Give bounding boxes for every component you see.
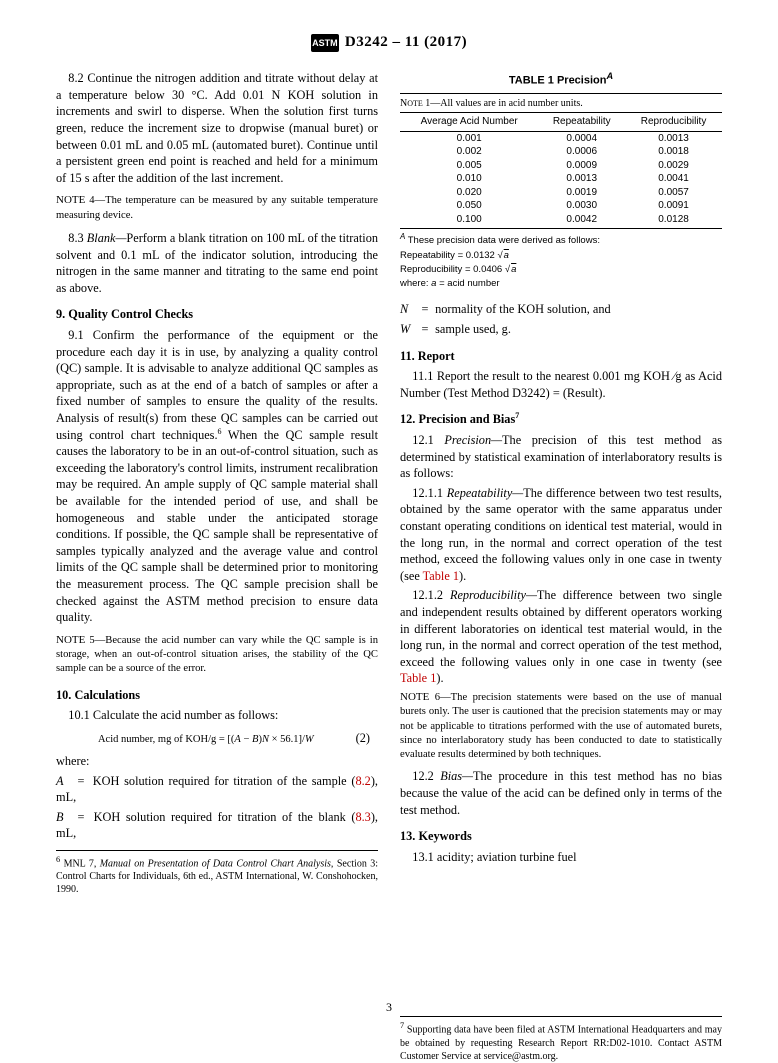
table-row: 0.0010.00040.0013 [400, 131, 722, 145]
col-repro: Reproducibility [625, 113, 722, 132]
precision-table: Average Acid Number Repeatability Reprod… [400, 112, 722, 229]
table-row: 0.0020.00060.0018 [400, 145, 722, 159]
para-9-1: 9.1 Confirm the performance of the equip… [56, 327, 378, 626]
table-row: 0.1000.00420.0128 [400, 213, 722, 229]
doc-header: ASTM D3242 – 11 (2017) [56, 32, 722, 52]
xref-table1-a[interactable]: Table 1 [423, 569, 459, 583]
para-12-1-1: 12.1.1 Repeatability—The difference betw… [400, 485, 722, 585]
para-12-2: 12.2 Bias—The procedure in this test met… [400, 768, 722, 818]
table-1-note: NOTE 1—All values are in acid number uni… [400, 93, 722, 113]
heading-9: 9. Quality Control Checks [56, 306, 378, 323]
table-row: 0.0050.00090.0029 [400, 159, 722, 173]
page-number: 3 [0, 999, 778, 1015]
para-10-1: 10.1 Calculate the acid number as follow… [56, 707, 378, 724]
para-11-1: 11.1 Report the result to the nearest 0.… [400, 368, 722, 401]
xref-8-3[interactable]: 8.3 [355, 810, 370, 824]
content-columns: 8.2 Continue the nitrogen addition and t… [56, 70, 722, 1063]
note-5: NOTE 5—Because the acid number can vary … [56, 633, 378, 677]
where-w: W= sample used, g. [400, 321, 722, 338]
note-6: NOTE 6—The precision statements were bas… [400, 690, 722, 762]
eq-tag-2: (2) [356, 730, 378, 747]
table-row: 0.0100.00130.0041 [400, 172, 722, 186]
blank-em: Blank— [87, 231, 127, 245]
para-12-1-2: 12.1.2 Reproducibility—The difference be… [400, 587, 722, 687]
para-12-1: 12.1 Precision—The precision of this tes… [400, 432, 722, 482]
astm-logo: ASTM [311, 34, 339, 52]
equation-2: Acid number, mg of KOH/g = [(A − B)N × 5… [56, 730, 378, 747]
num-8-3: 8.3 [68, 231, 86, 245]
table-row: 0.0200.00190.0057 [400, 186, 722, 200]
table-1-footnote: A These precision data were derived as f… [400, 231, 722, 291]
where-label: where: [56, 753, 378, 770]
designation: D3242 – 11 (2017) [345, 34, 467, 50]
footnote-6: 6 MNL 7, Manual on Presentation of Data … [56, 850, 378, 896]
col-repeat: Repeatability [538, 113, 625, 132]
para-13-1: 13.1 acidity; aviation turbine fuel [400, 849, 722, 866]
where-b: B= KOH solution required for titration o… [56, 809, 378, 842]
where-n: N= normality of the KOH solution, and [400, 301, 722, 318]
where-a: A= KOH solution required for titration o… [56, 773, 378, 806]
heading-13: 13. Keywords [400, 828, 722, 845]
xref-8-2[interactable]: 8.2 [355, 774, 370, 788]
para-8-3: 8.3 Blank—Perform a blank titration on 1… [56, 230, 378, 296]
table-1-title: TABLE 1 PrecisionA [400, 70, 722, 89]
heading-10: 10. Calculations [56, 687, 378, 704]
heading-12: 12. Precision and Bias7 [400, 411, 722, 428]
fnref-7: 7 [515, 411, 519, 420]
table-row: 0.0500.00300.0091 [400, 199, 722, 213]
table-1: TABLE 1 PrecisionA NOTE 1—All values are… [400, 70, 722, 291]
heading-11: 11. Report [400, 348, 722, 365]
footnote-7: 7 Supporting data have been filed at AST… [400, 1016, 722, 1062]
para-8-2: 8.2 Continue the nitrogen addition and t… [56, 70, 378, 186]
xref-table1-b[interactable]: Table 1 [400, 671, 436, 685]
note-4: NOTE NOTE 4—The temperature can be measu… [56, 193, 378, 223]
col-avg: Average Acid Number [400, 113, 538, 132]
